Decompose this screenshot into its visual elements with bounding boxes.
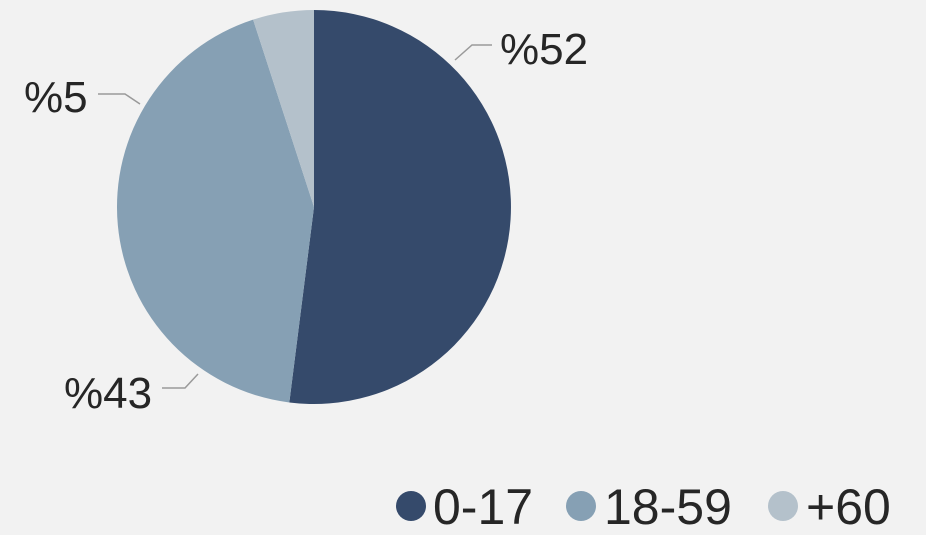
legend-item-60: +60 (768, 479, 891, 535)
legend-marker-18-59 (566, 491, 596, 521)
legend-item-18-59: 18-59 (566, 479, 732, 535)
data-label-60: %5 (24, 73, 88, 122)
legend-marker-0-17 (396, 491, 426, 521)
legend-marker-60 (768, 491, 798, 521)
legend-label-18-59: 18-59 (604, 479, 732, 535)
pie-slice-0-17 (289, 10, 511, 405)
legend: 0-17 18-59 +60 (396, 479, 891, 535)
legend-label-0-17: 0-17 (433, 479, 533, 535)
leader-line-18-59 (162, 373, 199, 389)
leader-lines (98, 44, 492, 389)
leader-line-60 (98, 93, 141, 105)
pie-slice-60 (253, 10, 314, 207)
data-labels: %52 %43 %5 (24, 25, 588, 418)
data-label-18-59: %43 (64, 369, 152, 418)
leader-line-0-17 (454, 44, 492, 61)
data-label-0-17: %52 (500, 25, 588, 74)
legend-label-60: +60 (806, 479, 891, 535)
legend-item-0-17: 0-17 (396, 479, 533, 535)
pie-slice-18-59 (116, 19, 314, 403)
pie-slices (116, 10, 511, 405)
